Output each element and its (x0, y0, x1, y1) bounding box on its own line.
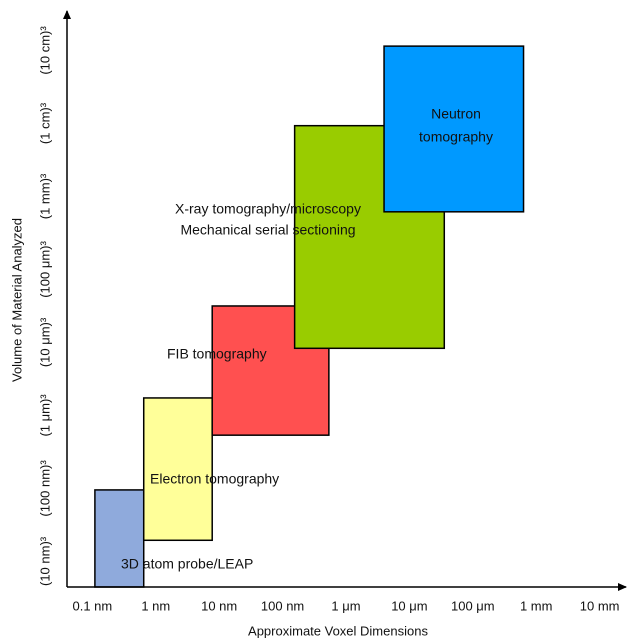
range-box (383, 45, 525, 213)
y-tick-label: (1 mm)³ (37, 173, 52, 219)
range-box (94, 489, 145, 588)
x-tick-label: 1 μm (331, 598, 360, 613)
y-tick-label: (10 μm)³ (37, 317, 52, 367)
y-tick-label: (100 nm)³ (37, 460, 52, 517)
box-label: FIB tomography (167, 346, 267, 362)
box-label: 3D atom probe/LEAP (121, 556, 253, 572)
box-label: X-ray tomography/microscopy (175, 201, 361, 217)
boxes (94, 45, 525, 588)
box-label: Electron tomography (150, 471, 279, 487)
y-tick-label: (1 μm)³ (37, 394, 52, 437)
y-axis-title: Volume of Material Analyzed (9, 218, 24, 382)
y-tick-label: (1 cm)³ (37, 102, 52, 144)
x-tick-label: 100 μm (451, 598, 495, 613)
x-tick-label: 10 nm (201, 598, 237, 613)
range-box (142, 397, 213, 542)
y-tick-label: (10 nm)³ (37, 536, 52, 586)
x-axis-title: Approximate Voxel Dimensions (248, 623, 428, 638)
box-label: Mechanical serial sectioning (180, 222, 355, 238)
x-tick-label: 100 nm (261, 598, 304, 613)
x-tick-label: 1 nm (141, 598, 170, 613)
x-tick-label: 10 μm (391, 598, 427, 613)
x-tick-label: 1 mm (520, 598, 553, 613)
y-tick-label: (10 cm)³ (37, 26, 52, 75)
box-label: tomography (419, 129, 493, 145)
x-tick-label: 0.1 nm (72, 598, 112, 613)
y-tick-label: (100 μm)³ (37, 241, 52, 298)
x-tick-label: 10 mm (580, 598, 620, 613)
box-label: Neutron (431, 106, 481, 122)
